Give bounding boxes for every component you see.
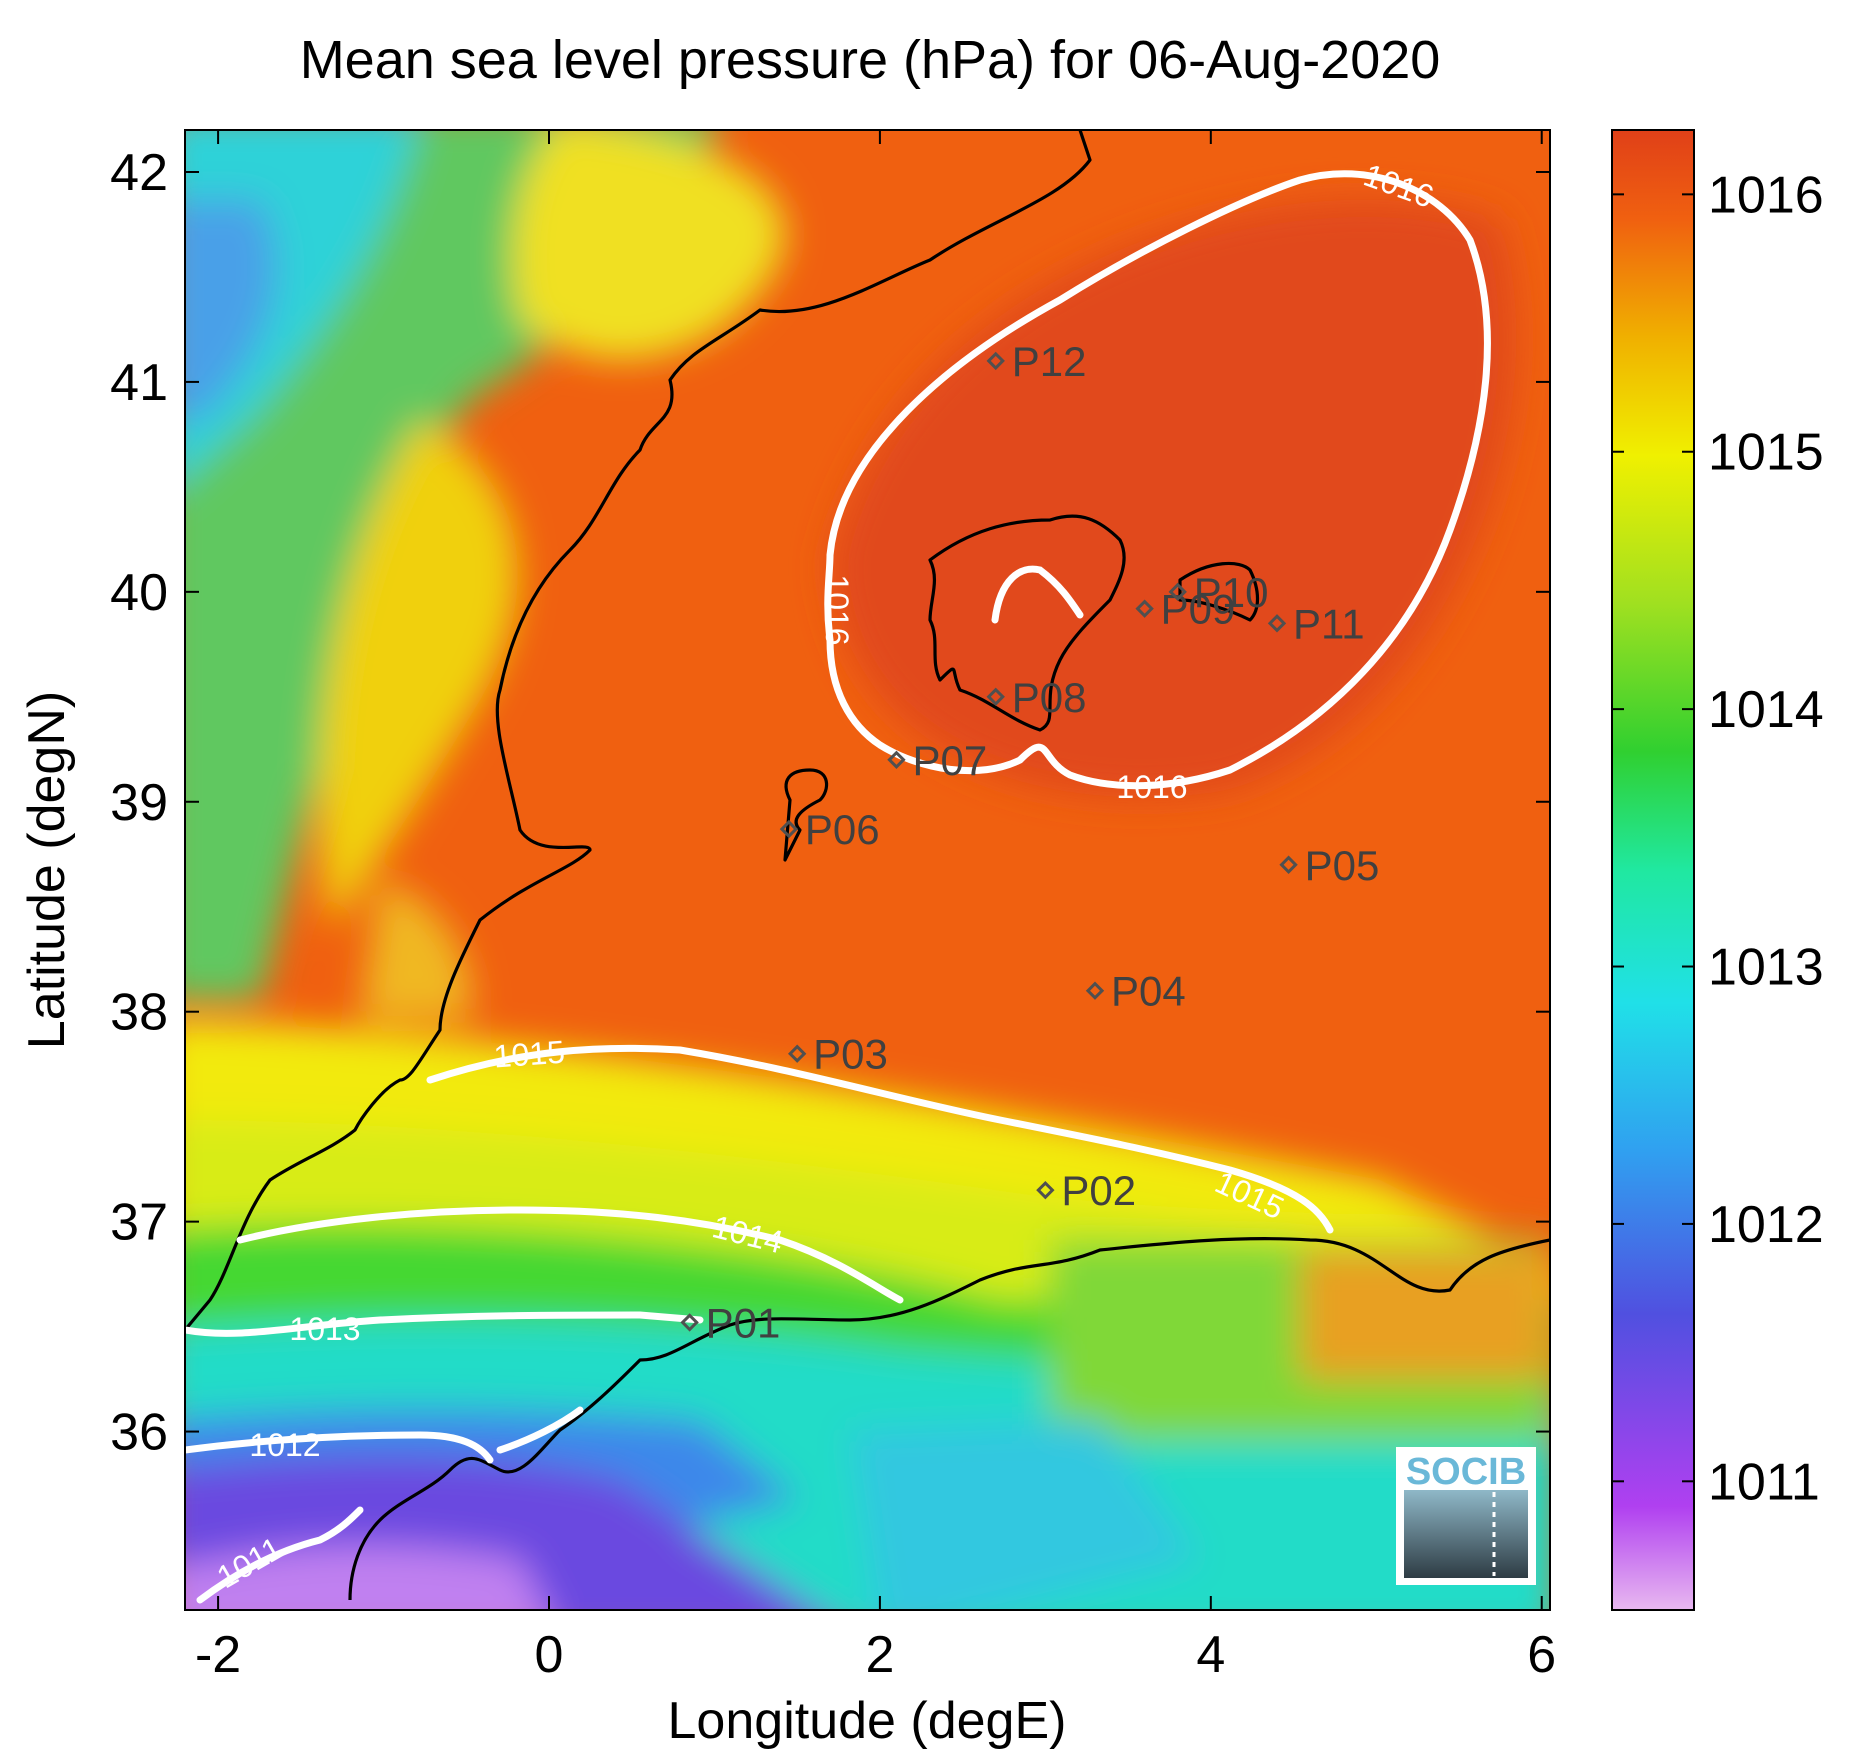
station-p02: P02 [1036, 1167, 1136, 1214]
station-label: P05 [1305, 842, 1380, 889]
station-label: P06 [805, 806, 880, 853]
colorbar: 1011 1012 1013 1014 1015 1016 [1611, 129, 1824, 1611]
station-marker [887, 750, 906, 769]
station-label: P07 [912, 737, 987, 784]
station-marker [986, 351, 1005, 371]
station-marker [787, 1044, 807, 1063]
x-tick-label: 0 [535, 1626, 564, 1684]
contour-1015 [426, 1044, 1334, 1234]
station-p05: P05 [1279, 842, 1380, 889]
station-marker [986, 687, 1005, 707]
y-axis-label: Latitude (degN) [18, 691, 76, 1049]
x-tick-label: -2 [195, 1626, 241, 1684]
x-tick-label: 6 [1527, 1626, 1556, 1684]
station-label: P03 [813, 1031, 888, 1078]
station-p11: P11 [1267, 600, 1365, 647]
contour-1012 [185, 1406, 584, 1464]
station-p03: P03 [787, 1031, 888, 1078]
colorbar-ticks: 1011 1012 1013 1014 1015 1016 [1612, 166, 1824, 1511]
contour-1011 [196, 1506, 364, 1604]
contour-label-1015-left: 1015 [492, 1034, 566, 1075]
contour-lines [185, 170, 1491, 1604]
station-label: P12 [1012, 338, 1087, 385]
colorbar-tick-label: 1015 [1708, 424, 1824, 482]
pressure-field [185, 130, 1550, 1610]
socib-logo: SOCIB [1396, 1447, 1536, 1585]
station-p04: P04 [1085, 968, 1186, 1015]
station-label: P04 [1111, 968, 1186, 1015]
colorbar-tick-label: 1016 [1708, 166, 1824, 224]
socib-logo-text: SOCIB [1406, 1451, 1526, 1493]
station-label: P10 [1194, 569, 1269, 616]
station-marker [1085, 981, 1105, 1000]
y-tick-label: 38 [110, 984, 168, 1042]
station-marker [1168, 582, 1187, 602]
x-axis-label: Longitude (degE) [668, 1692, 1067, 1750]
y-tick-label: 40 [110, 564, 168, 622]
contour-label-1013: 1013 [289, 1311, 360, 1347]
x-axis: -2 0 2 4 6 [195, 130, 1556, 1684]
colorbar-tick-label: 1014 [1708, 681, 1824, 739]
station-p12: P12 [986, 338, 1087, 385]
contour-label-1012: 1012 [249, 1427, 320, 1463]
station-label: P11 [1293, 600, 1365, 647]
station-marker [1135, 599, 1154, 618]
colorbar-tick-label: 1011 [1708, 1453, 1820, 1511]
station-marker [1279, 855, 1298, 874]
station-p01: P01 [680, 1299, 781, 1346]
station-p10: P10 [1168, 569, 1269, 616]
station-p06: P06 [779, 806, 880, 853]
y-tick-label: 39 [110, 774, 168, 832]
station-marker [1267, 614, 1287, 633]
contour-label-1016-bottom: 1016 [1116, 769, 1187, 805]
station-label: P08 [1012, 674, 1087, 721]
y-tick-label: 37 [110, 1194, 168, 1252]
colorbar-gradient [1611, 129, 1695, 1611]
station-label: P02 [1061, 1167, 1136, 1214]
contour-1016-main [824, 170, 1491, 790]
station-marker [779, 819, 799, 839]
y-tick-label: 42 [110, 144, 168, 202]
x-tick-label: 4 [1196, 1626, 1225, 1684]
map-frame [184, 129, 1551, 1611]
contour-1013 [185, 1311, 704, 1337]
station-p08: P08 [986, 674, 1087, 721]
station-label: P01 [706, 1299, 781, 1346]
station-marker [680, 1313, 699, 1332]
y-tick-label: 41 [110, 354, 168, 412]
station-marker [1036, 1180, 1055, 1200]
contour-1014 [236, 1206, 904, 1304]
colorbar-tick-label: 1013 [1708, 939, 1824, 997]
colorbar-tick-label: 1012 [1708, 1196, 1824, 1254]
figure-title: Mean sea level pressure (hPa) for 06-Aug… [300, 30, 1441, 90]
contour-label-1016-left: 1016 [819, 574, 855, 645]
coastline [185, 130, 1550, 1601]
x-tick-label: 2 [865, 1626, 894, 1684]
station-p07: P07 [887, 737, 987, 784]
contour-1016-island [991, 565, 1084, 624]
y-tick-label: 36 [110, 1404, 168, 1462]
y-axis: 36 37 38 39 40 41 42 [110, 144, 1550, 1462]
